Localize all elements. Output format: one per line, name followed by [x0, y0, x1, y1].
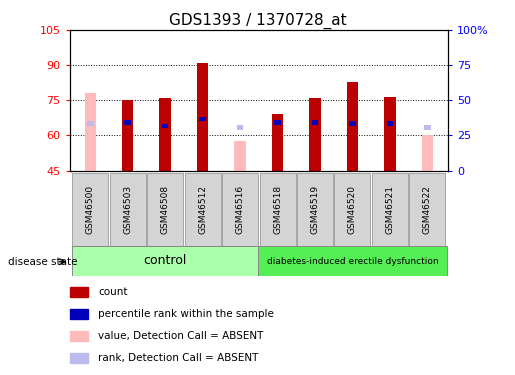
Text: GDS1393 / 1370728_at: GDS1393 / 1370728_at [169, 13, 346, 29]
Bar [387, 122, 393, 126]
Text: diabetes-induced erectile dysfunction: diabetes-induced erectile dysfunction [267, 256, 438, 265]
Text: count: count [98, 287, 128, 297]
Bar [124, 120, 131, 125]
Bar [84, 93, 96, 171]
Bar [162, 124, 168, 128]
Bar [384, 97, 396, 171]
FancyBboxPatch shape [258, 246, 447, 276]
Bar [197, 63, 208, 171]
Text: control: control [143, 255, 187, 267]
Bar [422, 135, 433, 171]
Bar [234, 141, 246, 171]
Text: rank, Detection Call = ABSENT: rank, Detection Call = ABSENT [98, 353, 259, 363]
Bar [310, 98, 321, 171]
Text: GSM46518: GSM46518 [273, 184, 282, 234]
FancyBboxPatch shape [334, 172, 370, 246]
FancyBboxPatch shape [372, 172, 408, 246]
FancyBboxPatch shape [222, 172, 258, 246]
Text: percentile rank within the sample: percentile rank within the sample [98, 309, 274, 319]
Text: GSM46521: GSM46521 [385, 184, 394, 234]
Text: GSM46516: GSM46516 [235, 184, 245, 234]
Bar [70, 331, 88, 341]
Bar [237, 125, 244, 130]
Bar [122, 100, 133, 171]
Bar [160, 98, 170, 171]
Text: GSM46512: GSM46512 [198, 184, 207, 234]
Text: GSM46522: GSM46522 [423, 184, 432, 234]
Text: GSM46508: GSM46508 [161, 184, 169, 234]
Bar [272, 114, 283, 171]
Text: GSM46503: GSM46503 [123, 184, 132, 234]
Bar [312, 120, 318, 125]
FancyBboxPatch shape [260, 172, 296, 246]
Bar [349, 122, 356, 126]
FancyBboxPatch shape [184, 172, 220, 246]
FancyBboxPatch shape [147, 172, 183, 246]
Bar [70, 353, 88, 363]
FancyBboxPatch shape [297, 172, 333, 246]
Text: GSM46520: GSM46520 [348, 184, 357, 234]
Bar [70, 287, 88, 297]
FancyBboxPatch shape [72, 172, 108, 246]
Bar [347, 81, 358, 171]
Bar [87, 122, 94, 126]
Text: value, Detection Call = ABSENT: value, Detection Call = ABSENT [98, 331, 264, 341]
Bar [70, 309, 88, 319]
Text: GSM46500: GSM46500 [85, 184, 95, 234]
Bar [199, 117, 206, 122]
Bar [274, 120, 281, 125]
FancyBboxPatch shape [72, 246, 258, 276]
Bar [424, 125, 431, 130]
Text: disease state: disease state [8, 257, 77, 267]
Text: GSM46519: GSM46519 [311, 184, 319, 234]
FancyBboxPatch shape [110, 172, 146, 246]
FancyBboxPatch shape [409, 172, 445, 246]
